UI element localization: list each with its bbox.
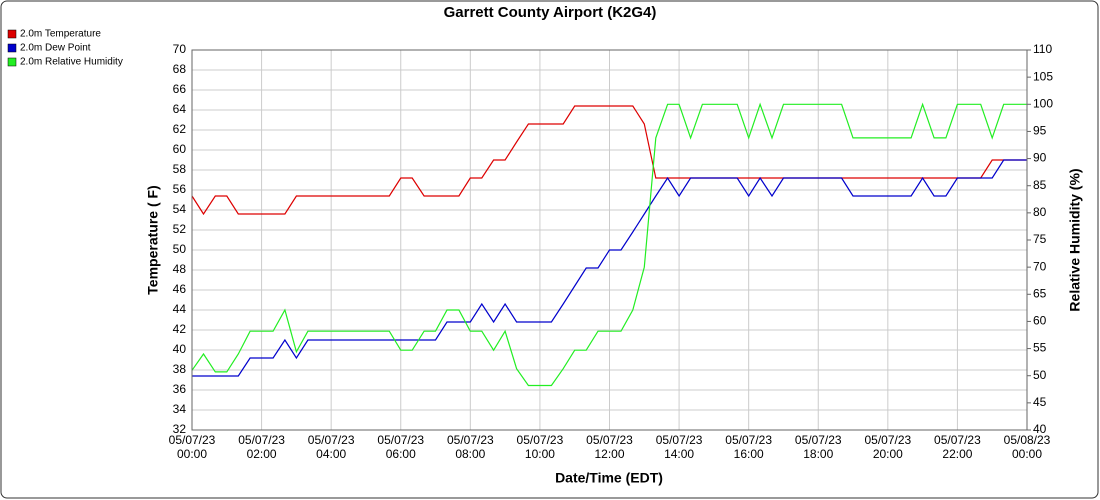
legend-label: 2.0m Relative Humidity	[20, 57, 123, 68]
y-axis-title: Temperature ( F)	[145, 185, 161, 294]
x-tick-label: 05/08/23 00:00	[1003, 433, 1051, 461]
x-tick-label: 05/07/23 20:00	[864, 433, 912, 461]
y-tick-label: 54	[173, 202, 187, 216]
x-tick-label: 05/07/23 00:00	[168, 433, 216, 461]
y-tick-label: 48	[173, 262, 187, 276]
y-tick-label: 50	[173, 242, 187, 256]
y-tick-label: 52	[173, 222, 187, 236]
legend-label: 2.0m Dew Point	[20, 43, 91, 54]
y-tick-label: 42	[173, 322, 187, 336]
x-tick-label: 05/07/23 10:00	[516, 433, 564, 461]
y-tick-label: 66	[173, 82, 187, 96]
y2-tick-label: 50	[1033, 368, 1047, 382]
y-tick-label: 64	[173, 102, 187, 116]
y2-tick-label: 40	[1033, 422, 1047, 436]
x-tick-label: 05/07/23 04:00	[307, 433, 355, 461]
x-tick-label: 05/07/23 14:00	[655, 433, 703, 461]
chart-title: Garrett County Airport (K2G4)	[444, 4, 657, 21]
y-tick-label: 36	[173, 382, 187, 396]
y2-tick-label: 45	[1033, 395, 1047, 409]
legend-swatch	[7, 57, 17, 67]
y-tick-label: 44	[173, 302, 187, 316]
data-line	[192, 159, 1027, 377]
x-tick-label: 05/07/23 08:00	[446, 433, 494, 461]
y-tick-label: 46	[173, 282, 187, 296]
y-tick-label: 40	[173, 342, 187, 356]
x-tick-label: 05/07/23 16:00	[725, 433, 773, 461]
y2-tick-label: 75	[1033, 232, 1047, 246]
x-axis-title: Date/Time (EDT)	[555, 470, 663, 486]
y-tick-label: 38	[173, 362, 187, 376]
y-tick-label: 62	[173, 122, 187, 136]
y-tick-label: 58	[173, 162, 187, 176]
y2-tick-label: 65	[1033, 286, 1047, 300]
plot-border	[191, 49, 1028, 431]
x-tick-label: 05/07/23 02:00	[238, 433, 285, 461]
y2-tick-label: 90	[1033, 151, 1047, 165]
y-tick-label: 56	[173, 182, 187, 196]
data-line	[191, 102, 1027, 387]
y2-tick-label: 80	[1033, 205, 1047, 219]
y2-tick-label: 60	[1033, 314, 1047, 328]
y-tick-label: 32	[173, 422, 187, 436]
x-tick-label: 05/07/23 18:00	[794, 433, 842, 461]
y-tick-label: 68	[173, 62, 187, 76]
y-tick-label: 70	[173, 42, 187, 56]
y-tick-label: 34	[173, 402, 187, 416]
y2-tick-label: 70	[1033, 259, 1047, 273]
y2-tick-label: 55	[1033, 341, 1047, 355]
y2-tick-label: 85	[1033, 178, 1047, 192]
legend-swatch	[7, 43, 17, 53]
y2-tick-label: 110	[1033, 42, 1052, 56]
y2-axis-title: Relative Humidity (%)	[1067, 168, 1083, 311]
x-tick-label: 05/07/23 12:00	[586, 433, 633, 461]
x-tick-label: 05/07/23 22:00	[934, 433, 981, 461]
y2-tick-label: 105	[1033, 69, 1053, 83]
data-line	[191, 105, 1027, 216]
y-tick-label: 60	[173, 142, 187, 156]
y2-tick-label: 95	[1033, 124, 1047, 138]
x-tick-label: 05/07/23 06:00	[377, 433, 425, 461]
y2-tick-label: 100	[1033, 96, 1053, 110]
legend-swatch	[7, 29, 17, 39]
legend-label: 2.0m Temperature	[20, 29, 101, 40]
